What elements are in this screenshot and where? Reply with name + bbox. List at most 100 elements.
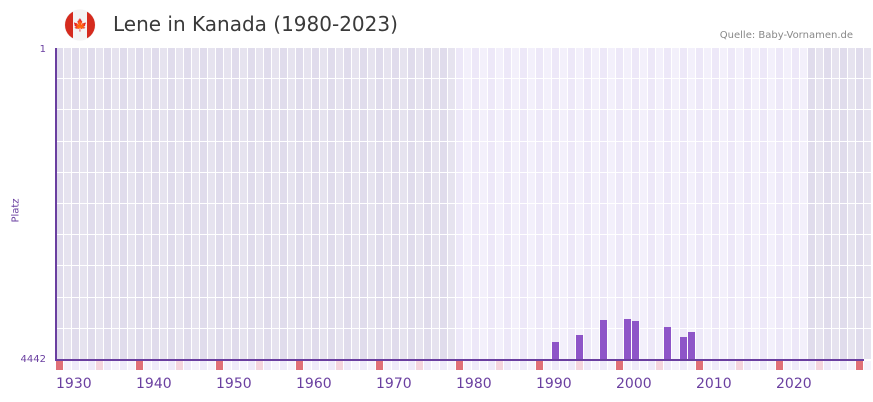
grid-cell xyxy=(512,48,519,79)
grid-cell xyxy=(96,79,103,110)
grid-cell xyxy=(664,204,671,235)
grid-cell xyxy=(464,266,471,297)
grid-cell xyxy=(800,204,807,235)
grid-cell xyxy=(104,172,111,203)
grid-cell xyxy=(336,79,343,110)
grid-cell xyxy=(816,266,823,297)
grid-cell xyxy=(608,204,615,235)
grid-cell xyxy=(472,328,479,359)
grid-cell xyxy=(392,48,399,79)
grid-cell xyxy=(664,172,671,203)
bar-2009[interactable] xyxy=(688,332,695,360)
grid-cell xyxy=(768,48,775,79)
year-marker xyxy=(232,361,239,370)
grid-cell xyxy=(784,235,791,266)
grid-cell xyxy=(344,110,351,141)
grid-cell xyxy=(424,141,431,172)
grid-cell xyxy=(248,204,255,235)
grid-cell xyxy=(144,328,151,359)
grid-cell xyxy=(688,297,695,328)
year-marker xyxy=(360,361,367,370)
year-marker xyxy=(768,361,775,370)
grid-cell xyxy=(560,235,567,266)
grid-cell xyxy=(816,48,823,79)
grid-cell xyxy=(768,235,775,266)
grid-cell xyxy=(488,141,495,172)
grid-cell xyxy=(800,235,807,266)
bar-2002[interactable] xyxy=(632,321,639,360)
year-marker xyxy=(776,361,783,370)
grid-cell xyxy=(680,141,687,172)
grid-cell xyxy=(168,235,175,266)
grid-cell xyxy=(608,235,615,266)
grid-cell xyxy=(840,235,847,266)
grid-cell xyxy=(328,204,335,235)
grid-cell xyxy=(104,328,111,359)
year-marker xyxy=(256,361,263,370)
grid-cell xyxy=(256,204,263,235)
flag-canada: 🍁 xyxy=(65,10,95,40)
grid-cell xyxy=(64,79,71,110)
grid-cell xyxy=(448,79,455,110)
grid-cell xyxy=(488,266,495,297)
grid-cell xyxy=(320,297,327,328)
bar-1992[interactable] xyxy=(552,342,559,360)
grid-cell xyxy=(312,204,319,235)
grid-cell xyxy=(712,297,719,328)
grid-cell xyxy=(752,328,759,359)
grid-cell xyxy=(408,204,415,235)
year-marker xyxy=(480,361,487,370)
grid-cell xyxy=(376,297,383,328)
grid-cell xyxy=(800,266,807,297)
year-marker xyxy=(264,361,271,370)
grid-cell xyxy=(232,141,239,172)
bar-1998[interactable] xyxy=(600,320,607,360)
bar-2008[interactable] xyxy=(680,337,687,360)
grid-cell xyxy=(472,204,479,235)
grid-cell xyxy=(88,172,95,203)
bar-1995[interactable] xyxy=(576,335,583,360)
grid-cell xyxy=(128,297,135,328)
grid-cell xyxy=(160,110,167,141)
bar-2006[interactable] xyxy=(664,327,671,360)
year-marker xyxy=(864,361,871,370)
grid-cell xyxy=(480,297,487,328)
grid-cell xyxy=(808,79,815,110)
grid-cell xyxy=(488,172,495,203)
year-marker xyxy=(608,361,615,370)
grid-cell xyxy=(360,328,367,359)
grid-cell xyxy=(320,141,327,172)
year-marker xyxy=(432,361,439,370)
grid-cell xyxy=(392,204,399,235)
grid-cell xyxy=(360,297,367,328)
grid-cell xyxy=(712,48,719,79)
year-marker xyxy=(144,361,151,370)
grid-cell xyxy=(232,266,239,297)
grid-cell xyxy=(576,235,583,266)
year-marker xyxy=(416,361,423,370)
grid-cell xyxy=(672,297,679,328)
grid-cell xyxy=(568,141,575,172)
grid-cell xyxy=(760,141,767,172)
grid-cell xyxy=(152,79,159,110)
grid-cell xyxy=(832,204,839,235)
grid-cell xyxy=(56,79,63,110)
grid-cell xyxy=(328,141,335,172)
grid-cell xyxy=(752,204,759,235)
grid-cell xyxy=(168,110,175,141)
grid-cell xyxy=(192,110,199,141)
grid-cell xyxy=(592,328,599,359)
grid-cell xyxy=(80,235,87,266)
bar-2001[interactable] xyxy=(624,319,631,360)
grid-cell xyxy=(152,328,159,359)
grid-cell xyxy=(592,204,599,235)
year-marker xyxy=(320,361,327,370)
grid-cell xyxy=(184,297,191,328)
x-tick-label: 1970 xyxy=(376,376,412,392)
grid-cell xyxy=(592,235,599,266)
grid-cell xyxy=(824,204,831,235)
grid-cell xyxy=(432,266,439,297)
grid-cell xyxy=(144,297,151,328)
grid-cell xyxy=(728,141,735,172)
grid-cell xyxy=(400,297,407,328)
